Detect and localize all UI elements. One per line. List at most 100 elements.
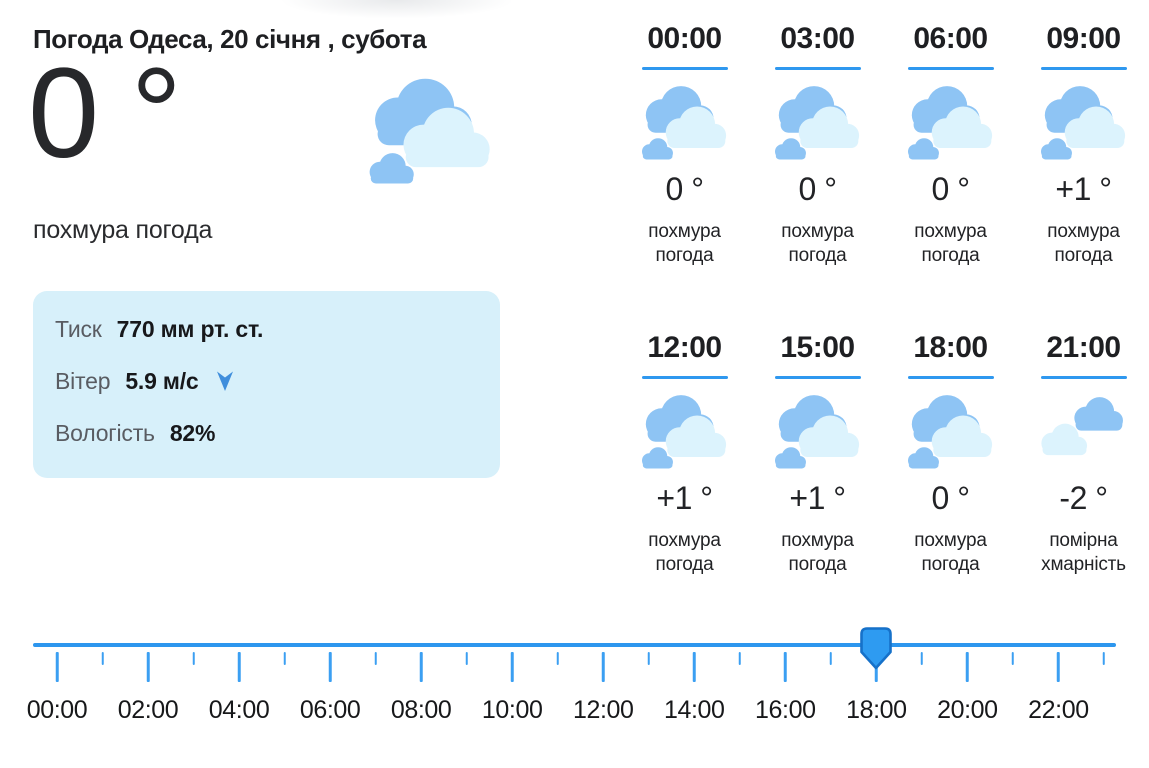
slider-tick[interactable] bbox=[192, 652, 195, 665]
slider-tick[interactable] bbox=[510, 652, 514, 682]
slider-tick[interactable] bbox=[1057, 652, 1060, 682]
overcast-weather-icon bbox=[360, 64, 502, 196]
hourly-time: 06:00 bbox=[913, 22, 988, 55]
slider-tick[interactable] bbox=[556, 652, 559, 665]
hourly-forecast-cell[interactable]: 21:00 -2 ° помірна хмарність bbox=[1017, 321, 1149, 612]
slider-tick[interactable] bbox=[146, 652, 150, 682]
cloud-weather-icon bbox=[901, 387, 1001, 475]
hourly-description: похмура погода bbox=[914, 221, 987, 266]
slider-tick[interactable] bbox=[966, 652, 969, 682]
slider-tick[interactable] bbox=[1011, 652, 1015, 665]
slider-hour-label: 12:00 bbox=[572, 696, 634, 724]
slider-tick[interactable] bbox=[419, 652, 423, 682]
slider-hour-label: 16:00 bbox=[755, 696, 816, 724]
hourly-description: похмура погода bbox=[648, 530, 721, 575]
hourly-temperature: 0 ° bbox=[798, 171, 837, 207]
slider-hour-label: 08:00 bbox=[390, 696, 452, 724]
page-title: Погода Одеса, 20 січня , субота bbox=[33, 24, 427, 54]
slider-tick[interactable] bbox=[784, 652, 787, 682]
hourly-description: похмура погода bbox=[648, 221, 721, 266]
hourly-time: 15:00 bbox=[780, 331, 855, 364]
hourly-time: 12:00 bbox=[647, 331, 722, 364]
hourly-description: похмура погода bbox=[781, 221, 854, 266]
slider-hour-label: 20:00 bbox=[937, 696, 998, 724]
top-shadow bbox=[262, 0, 532, 26]
wind-row: Вітер 5.9 м/с bbox=[55, 367, 476, 395]
hourly-time: 03:00 bbox=[780, 22, 855, 55]
slider-tick[interactable] bbox=[283, 652, 286, 665]
cloud-weather-icon bbox=[635, 78, 735, 166]
slider-handle[interactable] bbox=[858, 626, 894, 673]
humidity-row: Вологість 82% bbox=[55, 419, 476, 447]
slider-tick[interactable] bbox=[328, 652, 332, 682]
slider-tick[interactable] bbox=[101, 652, 104, 665]
hourly-forecast-cell[interactable]: 09:00 +1 ° похмура погода bbox=[1017, 12, 1149, 303]
cloud-weather-icon bbox=[768, 78, 868, 166]
hourly-underline bbox=[774, 67, 861, 70]
slider-tick[interactable] bbox=[237, 652, 241, 682]
hourly-forecast-cell[interactable]: 18:00 0 ° похмура погода bbox=[884, 321, 1017, 612]
pressure-value: 770 мм рт. ст. bbox=[116, 315, 264, 342]
current-condition: похмура погода bbox=[33, 216, 213, 244]
hourly-forecast-cell[interactable]: 03:00 0 ° похмура погода bbox=[751, 12, 884, 303]
slider-tick[interactable] bbox=[647, 652, 650, 665]
hourly-description: похмура погода bbox=[914, 530, 987, 575]
slider-tick[interactable] bbox=[829, 652, 833, 665]
hourly-time: 09:00 bbox=[1046, 22, 1121, 55]
cloud-weather-icon bbox=[901, 78, 1001, 166]
wind-label: Вітер bbox=[55, 367, 111, 394]
slider-track[interactable] bbox=[33, 643, 1116, 647]
hourly-temperature: 0 ° bbox=[665, 171, 704, 207]
slider-tick[interactable] bbox=[920, 652, 924, 665]
hourly-temperature: -2 ° bbox=[1059, 480, 1108, 516]
slider-tick[interactable] bbox=[601, 652, 605, 682]
slider-tick[interactable] bbox=[693, 652, 696, 682]
humidity-label: Вологість bbox=[55, 419, 155, 446]
hourly-underline bbox=[1040, 67, 1127, 70]
hourly-forecast-cell[interactable]: 00:00 0 ° похмура погода bbox=[618, 12, 751, 303]
hourly-temperature: 0 ° bbox=[931, 171, 970, 207]
hourly-forecast-cell[interactable]: 15:00 +1 ° похмура погода bbox=[751, 321, 884, 612]
hourly-underline bbox=[907, 67, 994, 70]
cloud-weather-icon bbox=[1034, 78, 1134, 166]
slider-tick[interactable] bbox=[55, 652, 59, 682]
cloud-weather-icon bbox=[635, 387, 735, 475]
hourly-time: 21:00 bbox=[1046, 331, 1121, 364]
hourly-temperature: +1 ° bbox=[1055, 171, 1112, 207]
slider-tick[interactable] bbox=[465, 652, 468, 665]
hourly-underline bbox=[907, 376, 994, 379]
hourly-description: похмура погода bbox=[781, 530, 854, 575]
humidity-value: 82% bbox=[169, 419, 216, 446]
hourly-temperature: +1 ° bbox=[789, 480, 846, 516]
wind-direction-down-arrow-icon bbox=[215, 370, 235, 392]
hourly-time: 00:00 bbox=[647, 22, 722, 55]
pressure-label: Тиск bbox=[55, 315, 102, 342]
slider-tick[interactable] bbox=[374, 652, 377, 665]
slider-hour-label: 00:00 bbox=[26, 696, 88, 724]
hourly-temperature: 0 ° bbox=[931, 480, 970, 516]
slider-tick[interactable] bbox=[1102, 652, 1106, 665]
hourly-underline bbox=[774, 376, 861, 379]
hourly-description: похмура погода bbox=[1047, 221, 1120, 266]
slider-hour-label: 06:00 bbox=[299, 696, 361, 724]
slider-hour-label: 10:00 bbox=[481, 696, 543, 724]
hourly-forecast-cell[interactable]: 12:00 +1 ° похмура погода bbox=[618, 321, 751, 612]
slider-hour-label: 22:00 bbox=[1028, 696, 1089, 724]
hourly-grid: 00:00 0 ° похмура погода 03:00 0 ° похму… bbox=[618, 12, 1149, 612]
hourly-description: помірна хмарність bbox=[1041, 530, 1126, 575]
hourly-time: 18:00 bbox=[913, 331, 988, 364]
weather-details-card: Тиск 770 мм рт. ст. Вітер 5.9 м/с Вологі… bbox=[33, 291, 500, 478]
hourly-temperature: +1 ° bbox=[656, 480, 713, 516]
slider-hour-label: 14:00 bbox=[663, 696, 725, 724]
hourly-underline bbox=[1040, 376, 1127, 379]
hourly-forecast-cell[interactable]: 06:00 0 ° похмура погода bbox=[884, 12, 1017, 303]
hourly-underline bbox=[641, 67, 728, 70]
slider-hour-label: 02:00 bbox=[117, 696, 179, 724]
slider-hour-label: 04:00 bbox=[208, 696, 270, 724]
current-temperature: 0 ° bbox=[28, 42, 182, 185]
cloud-weather-icon bbox=[1034, 387, 1134, 475]
cloud-weather-icon bbox=[768, 387, 868, 475]
pressure-row: Тиск 770 мм рт. ст. bbox=[55, 315, 476, 343]
slider-tick[interactable] bbox=[738, 652, 742, 665]
wind-value: 5.9 м/с bbox=[125, 367, 199, 394]
